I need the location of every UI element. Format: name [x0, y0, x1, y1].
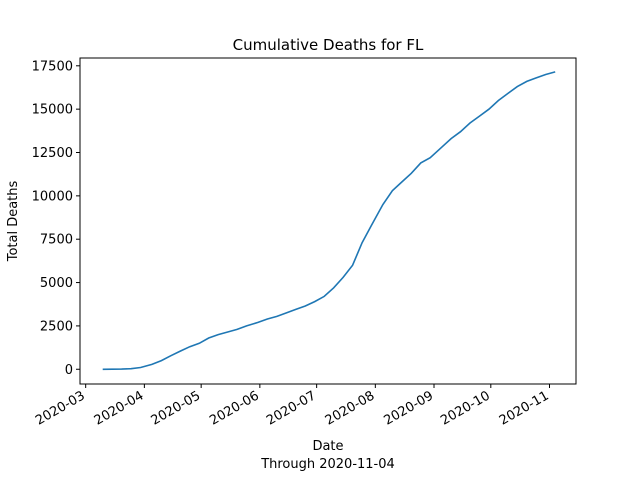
x-tick-label: 2020-07	[264, 388, 319, 428]
y-tick-label: 7500	[40, 233, 73, 248]
y-tick-label: 12500	[32, 146, 73, 161]
y-tick-label: 2500	[40, 319, 73, 334]
x-tick-label: 2020-03	[33, 388, 88, 428]
x-axis-subtitle: Through 2020-11-04	[260, 457, 395, 472]
y-tick-label: 15000	[32, 103, 73, 118]
x-axis: 2020-03 2020-04 2020-05 2020-06 2020-07 2020-…	[33, 384, 551, 429]
y-axis-label: Total Deaths	[6, 180, 21, 262]
x-tick-label: 2020-04	[92, 388, 147, 428]
y-tick-label: 0	[65, 363, 73, 378]
x-tick-label: 2020-11	[497, 388, 552, 428]
x-tick-label: 2020-09	[381, 388, 436, 428]
y-tick-label: 5000	[40, 276, 73, 291]
x-tick-label: 2020-06	[207, 388, 262, 428]
y-tick-label: 17500	[32, 59, 73, 74]
x-axis-label: Date	[312, 439, 343, 454]
series-line	[102, 71, 556, 371]
y-tick-label: 10000	[32, 189, 73, 204]
plot-area	[79, 57, 577, 385]
chart-title: Cumulative Deaths for FL	[233, 36, 424, 54]
x-tick-label: 2020-08	[323, 388, 378, 428]
y-axis: 0 2500 5000 7500 10000 12500 15000 17500	[32, 59, 80, 378]
x-tick-label: 2020-10	[438, 388, 493, 428]
x-tick-label: 2020-05	[149, 388, 204, 428]
